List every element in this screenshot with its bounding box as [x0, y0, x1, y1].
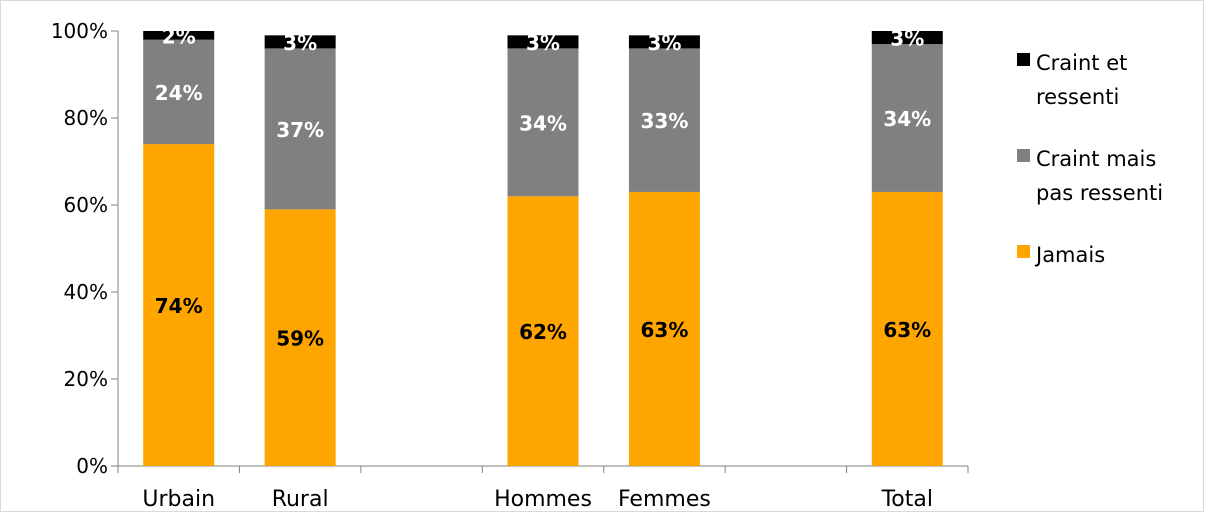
- y-tick-label: 20%: [64, 367, 108, 391]
- x-category-label: Urbain: [142, 487, 215, 512]
- data-label: 63%: [640, 318, 688, 342]
- x-category-label: Rural: [272, 487, 329, 512]
- legend: Craint et ressenti Craint mais pas ressenti…: [1017, 51, 1163, 267]
- bar-segment: [264, 48, 336, 210]
- data-label: 37%: [276, 118, 324, 142]
- y-tick-label: 80%: [64, 106, 108, 130]
- legend-swatch: [1017, 149, 1030, 162]
- data-label: 24%: [155, 81, 203, 105]
- bar-segment: [628, 48, 700, 192]
- bars: 74% 24% 2% 59% 37% 3% 62% 34% 3% 63% 33% 3% 63% 34% 3%: [143, 24, 943, 467]
- legend-label: Craint mais: [1036, 147, 1156, 171]
- bar-segment: [507, 48, 579, 197]
- bar-segment: [507, 196, 579, 467]
- bar-segment: [143, 144, 215, 466]
- legend-swatch: [1017, 53, 1030, 66]
- data-label: 63%: [883, 318, 931, 342]
- bar-segment: [264, 35, 336, 49]
- data-label: 34%: [883, 107, 931, 131]
- data-label: 33%: [640, 109, 688, 133]
- y-tick-label: 100%: [51, 19, 108, 43]
- bar-segment: [143, 31, 215, 40]
- y-tick-label: 40%: [64, 280, 108, 304]
- x-category-label: Hommes: [494, 487, 592, 512]
- data-label: 3%: [647, 31, 681, 55]
- data-label: 62%: [519, 320, 567, 344]
- bar-segment: [628, 191, 700, 466]
- y-tick-label: 0%: [76, 454, 108, 478]
- y-tick-label: 60%: [64, 193, 108, 217]
- axes: 0% 20% 40% 60% 80% 100% Urbain Rural Hommes Femme…: [51, 19, 969, 512]
- data-label: 3%: [283, 31, 317, 55]
- legend-label: pas ressenti: [1036, 181, 1163, 205]
- bar-segment: [871, 44, 943, 192]
- x-category-label: Total: [881, 487, 933, 512]
- legend-swatch: [1017, 245, 1030, 258]
- data-label: 59%: [276, 327, 324, 351]
- data-label: 74%: [155, 294, 203, 318]
- x-category-label: Femmes: [618, 487, 711, 512]
- legend-label: Craint et: [1036, 51, 1127, 75]
- bar-segment: [628, 35, 700, 49]
- legend-label: ressenti: [1036, 85, 1119, 109]
- data-label: 3%: [526, 31, 560, 55]
- data-label: 2%: [162, 24, 196, 48]
- bar-segment: [507, 35, 579, 49]
- bar-segment: [264, 209, 336, 466]
- legend-label: Jamais: [1034, 243, 1105, 267]
- bar-segment: [871, 31, 943, 45]
- bar-segment: [143, 39, 215, 145]
- data-label: 34%: [519, 111, 567, 135]
- data-label: 3%: [890, 27, 924, 51]
- bar-segment: [871, 191, 943, 466]
